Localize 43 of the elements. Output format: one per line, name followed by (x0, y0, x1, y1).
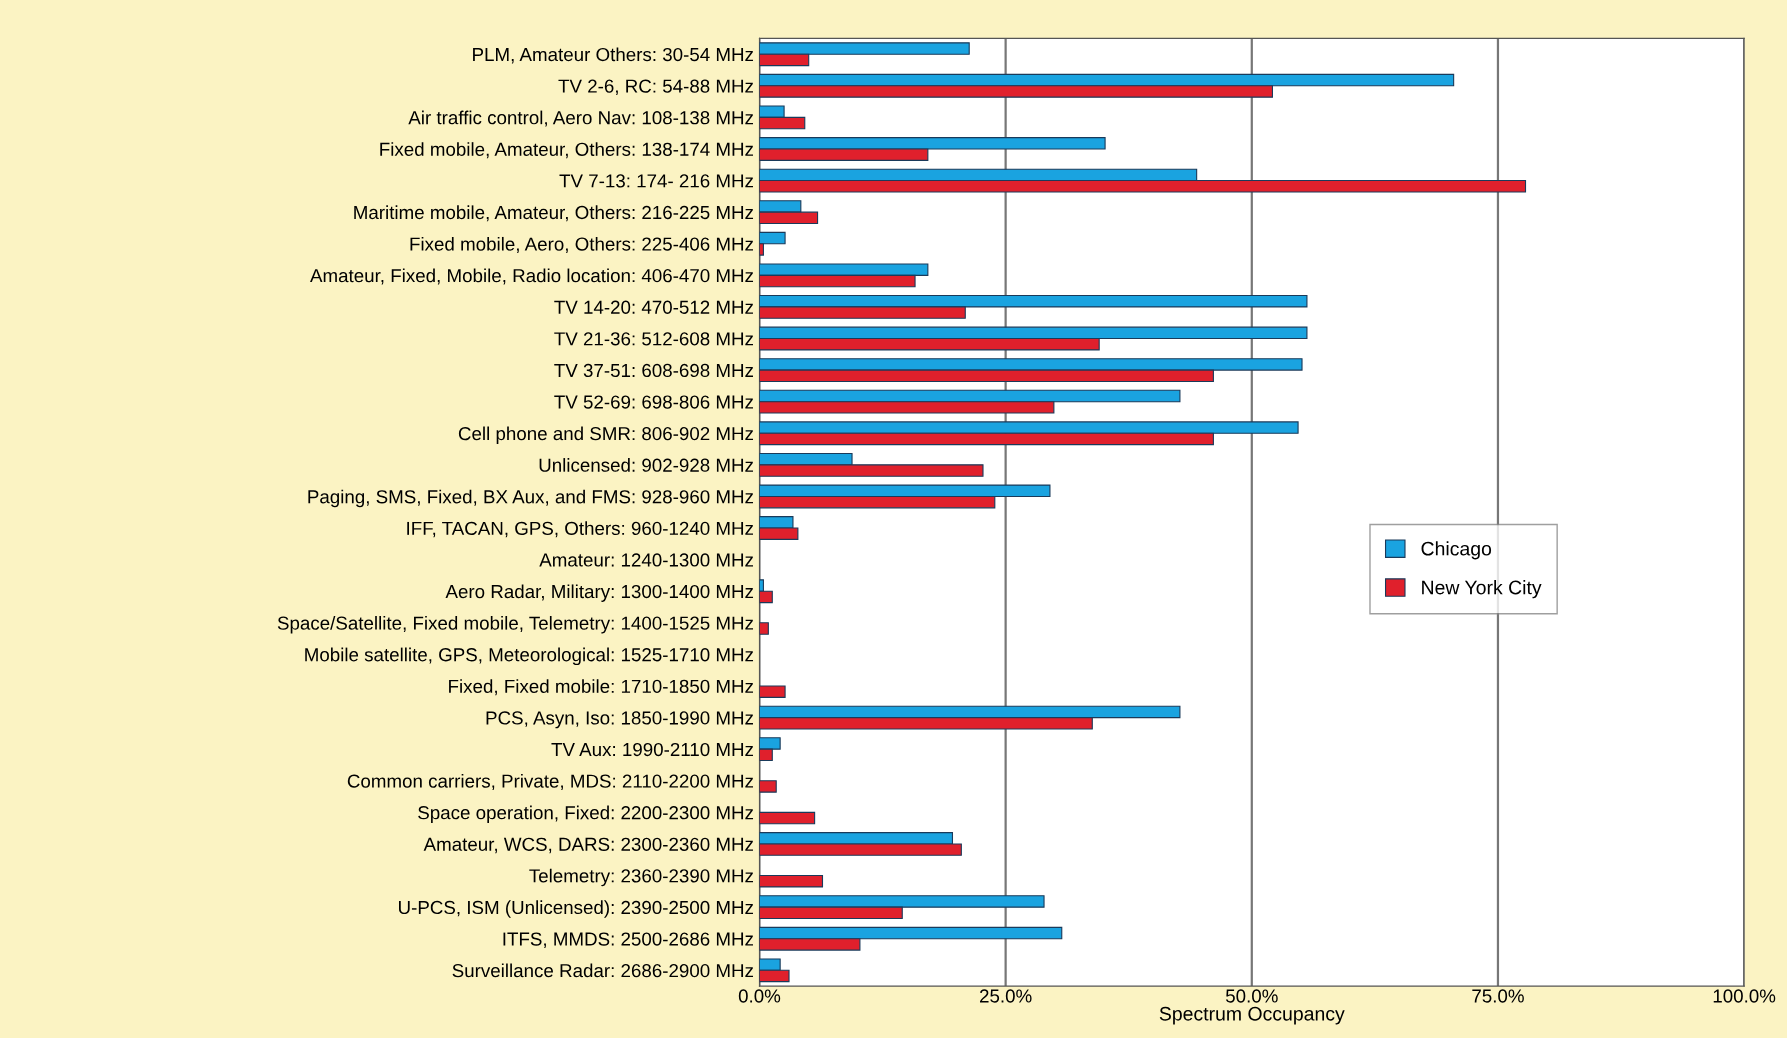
y-tick-label: Unlicensed: 902-928 MHz (539, 458, 753, 472)
y-tick-label: IFF, TACAN, GPS, Others: 960-1240 MHz (407, 521, 753, 538)
y-tick-label: TV Aux: 1990-2110 MHz (551, 742, 753, 757)
y-tick-label: Amateur, Fixed, Mobile, Radio location: 406-470 MHz (310, 268, 754, 285)
x-axis-title: Spectrum Occupancy (1159, 1006, 1345, 1025)
y-tick-label: Space operation, Fixed: 2200-2300 MHz (418, 805, 754, 824)
y-tick-label: Amateur: 1240-1300 MHz (539, 553, 753, 567)
legend-label: Chicago (1421, 541, 1492, 560)
y-tick-label: Amateur, WCS, DARS: 2300-2360 MHz (423, 837, 753, 854)
y-tick-label: Fixed, Fixed mobile: 1710-1850 MHz (449, 679, 754, 696)
bar (759, 780, 777, 793)
bar (759, 874, 824, 888)
y-tick-label: TV 21-36: 512-608 MHz (554, 332, 753, 346)
x-tick-label: 100.0% (1713, 989, 1776, 1003)
y-tick-label: Cell phone and SMR: 806-902 MHz (458, 426, 753, 444)
y-tick-label: Surveillance Radar: 2686-2900 MHz (452, 963, 753, 978)
bar (759, 622, 769, 635)
y-tick-label: PLM, Amateur Others: 30-54 MHz (473, 47, 753, 64)
y-tick-label: Air traffic control, Aero Nav: 108-138 MHz (408, 110, 753, 127)
y-tick-label: Fixed mobile, Aero, Others: 225-406 MHz (410, 236, 754, 253)
bar (759, 811, 816, 825)
y-tick-label: TV 7-13: 174- 216 MHz (559, 174, 753, 188)
y-tick-label: Aero Radar, Military: 1300-1400 MHz (445, 584, 753, 602)
y-tick-label: TV 2-6, RC: 54-88 MHz (558, 79, 753, 95)
y-tick-label: Fixed mobile, Amateur, Others: 138-174 MHz (380, 142, 754, 159)
y-tick-label: ITFS, MMDS: 2500-2686 MHz (503, 932, 753, 948)
y-tick-label: TV 52-69: 698-806 MHz (554, 395, 753, 409)
x-tick-label: 75.0% (1472, 989, 1524, 1003)
y-tick-label: TV 37-51: 608-698 MHz (554, 363, 753, 378)
y-tick-label: PCS, Asyn, Iso: 1850-1990 MHz (486, 711, 753, 729)
y-tick-label: Paging, SMS, Fixed, BX Aux, and FMS: 928-960 MHz (308, 489, 754, 508)
y-tick-label: Space/Satellite, Fixed mobile, Telemetry: 1400-1525 MHz (277, 616, 754, 634)
y-tick-label: Mobile satellite, GPS, Meteorological: 1525-1710 MHz (305, 647, 754, 666)
legend-label: New York City (1422, 580, 1542, 599)
x-tick-label: 25.0% (980, 989, 1032, 1003)
y-tick-label: TV 14-20: 470-512 MHz (554, 300, 753, 314)
y-tick-label: U-PCS, ISM (Unlicensed): 2390-2500 MHz (399, 900, 753, 918)
y-tick-label: Telemetry: 2360-2390 MHz (529, 868, 753, 887)
x-tick-label: 0.0% (738, 989, 781, 1003)
y-tick-label: Common carriers, Private, MDS: 2110-2200 MHz (347, 773, 754, 790)
bar (759, 685, 786, 698)
y-tick-label: Maritime mobile, Amateur, Others: 216-225 MHz (354, 205, 754, 222)
x-tick-label: 50.0% (1225, 989, 1278, 1003)
